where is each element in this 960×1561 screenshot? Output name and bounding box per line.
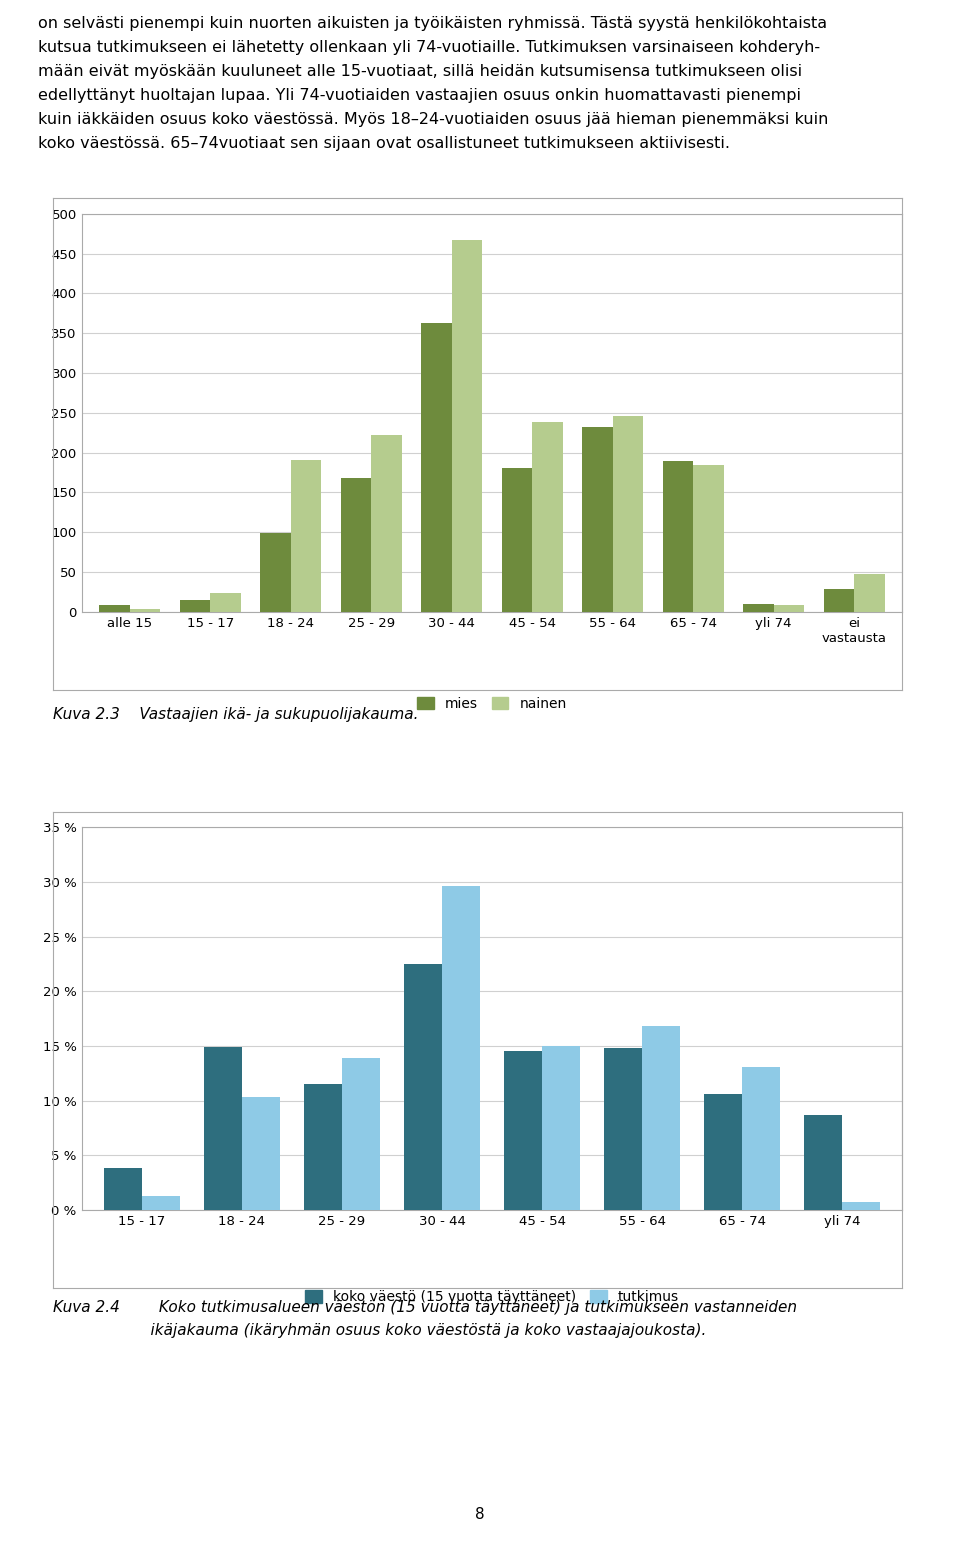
Bar	[804, 1115, 842, 1210]
Bar	[104, 1168, 142, 1210]
Bar	[421, 323, 452, 612]
Text: Kuva 2.4        Koko tutkimusalueen väestön (15 vuotta täyttäneet) ja tutkimukse: Kuva 2.4 Koko tutkimusalueen väestön (15…	[53, 1300, 797, 1338]
Text: Kuva 2.3    Vastaajien ikä- ja sukupuolijakauma.: Kuva 2.3 Vastaajien ikä- ja sukupuolijak…	[53, 707, 419, 723]
Bar	[372, 436, 402, 612]
Text: 8: 8	[475, 1506, 485, 1522]
Bar	[291, 460, 322, 612]
Bar	[341, 478, 372, 612]
Bar	[705, 1094, 742, 1210]
Bar	[693, 465, 724, 612]
Bar	[130, 609, 160, 612]
Bar	[824, 588, 854, 612]
Bar	[142, 1196, 180, 1210]
Bar	[612, 417, 643, 612]
Bar	[504, 1052, 542, 1210]
Bar	[854, 574, 885, 612]
Bar	[662, 460, 693, 612]
Bar	[742, 1066, 780, 1210]
Bar	[532, 423, 563, 612]
Bar	[582, 428, 612, 612]
Bar	[642, 1026, 681, 1210]
Bar	[99, 604, 130, 612]
Text: on selvästi pienempi kuin nuorten aikuisten ja työikäisten ryhmissä. Tästä syyst: on selvästi pienempi kuin nuorten aikuis…	[38, 16, 828, 150]
Bar	[204, 1047, 242, 1210]
Bar	[743, 604, 774, 612]
Bar	[242, 1097, 279, 1210]
Bar	[452, 240, 482, 612]
Bar	[842, 1202, 880, 1210]
Bar	[342, 1058, 380, 1210]
Legend: mies, nainen: mies, nainen	[412, 692, 572, 716]
Bar	[404, 965, 442, 1210]
Bar	[303, 1083, 342, 1210]
Bar	[180, 599, 210, 612]
Bar	[210, 593, 241, 612]
Bar	[502, 468, 532, 612]
Bar	[260, 534, 291, 612]
Bar	[604, 1047, 642, 1210]
Legend: koko väestö (15 vuotta täyttäneet), tutkimus: koko väestö (15 vuotta täyttäneet), tutk…	[300, 1285, 684, 1310]
Bar	[442, 887, 480, 1210]
Bar	[542, 1046, 580, 1210]
Bar	[774, 604, 804, 612]
